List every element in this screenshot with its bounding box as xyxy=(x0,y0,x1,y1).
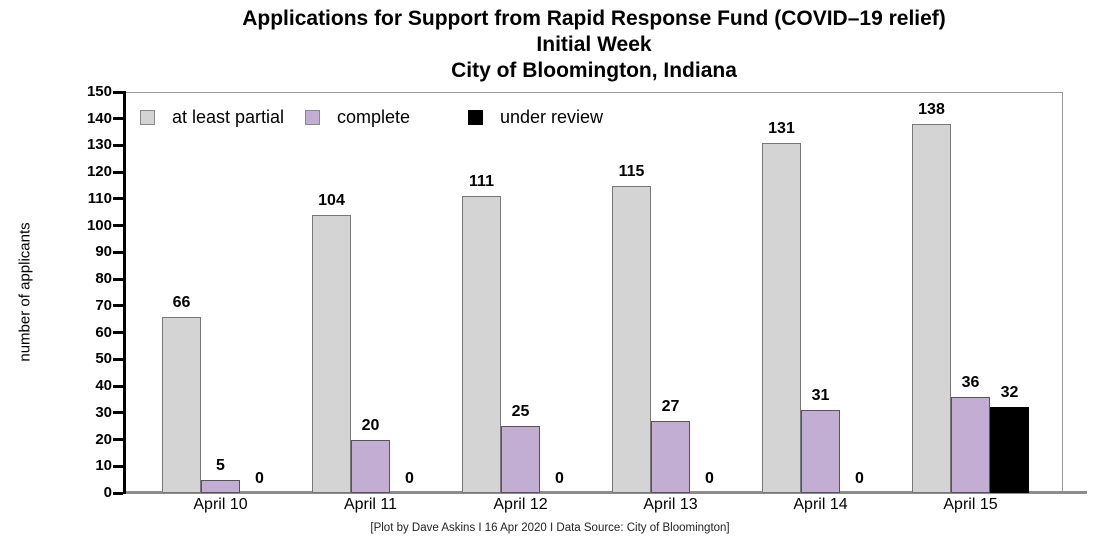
y-axis-tick xyxy=(113,197,123,201)
y-axis-tick xyxy=(113,304,123,308)
bar-value-label: 131 xyxy=(768,120,795,137)
bar-value-label: 0 xyxy=(255,470,264,487)
bar-value-label: 66 xyxy=(172,294,191,311)
credit-footer: [Plot by Dave Askins I 16 Apr 2020 I Dat… xyxy=(370,522,730,534)
y-axis-tick xyxy=(113,90,123,94)
y-tick-label: 150 xyxy=(86,83,112,100)
y-tick-label: 110 xyxy=(87,189,112,207)
y-axis-tick xyxy=(113,331,123,335)
legend-label: at least partial xyxy=(172,107,285,127)
bar-value-label: 111 xyxy=(469,173,494,190)
legend-item-under-review: under review xyxy=(468,106,603,128)
bar-complete-april-12 xyxy=(501,426,540,493)
legend-label: complete xyxy=(337,107,411,127)
chart-title-line-3: City of Bloomington, Indiana xyxy=(451,59,737,82)
bar-complete-april-15 xyxy=(951,397,990,493)
y-tick-label: 130 xyxy=(86,136,112,154)
x-category-label: April 10 xyxy=(193,496,248,513)
chart-title-line-2: Initial Week xyxy=(536,33,652,56)
y-axis-tick xyxy=(113,224,123,228)
y-axis-tick xyxy=(113,143,123,147)
bar-under-review-april-15 xyxy=(990,407,1029,493)
y-axis-tick xyxy=(113,438,123,442)
bar-complete-april-14 xyxy=(801,410,840,493)
x-category-label: April 11 xyxy=(343,496,398,513)
bar-value-label: 0 xyxy=(855,470,864,487)
plot-frame-right xyxy=(1062,92,1063,493)
bar-value-label: 5 xyxy=(216,457,225,474)
y-tick-label: 140 xyxy=(86,109,112,127)
legend-item-at-least-partial: at least partial xyxy=(140,106,284,128)
bar-at-least-partial-april-15 xyxy=(912,124,951,493)
y-axis-tick xyxy=(113,117,123,121)
y-tick-label: 50 xyxy=(95,350,112,368)
bar-complete-april-11 xyxy=(351,440,390,493)
chart-title-line-1: Applications for Support from Rapid Resp… xyxy=(242,7,946,30)
x-category-label: April 13 xyxy=(643,496,698,513)
bar-value-label: 32 xyxy=(1000,384,1019,401)
bar-at-least-partial-april-14 xyxy=(762,143,801,493)
y-tick-label: 10 xyxy=(95,457,112,475)
y-tick-label: 40 xyxy=(95,377,112,395)
x-category-label: April 15 xyxy=(943,496,998,513)
legend-swatch-complete xyxy=(305,109,320,125)
bar-at-least-partial-april-11 xyxy=(312,215,351,493)
bar-value-label: 138 xyxy=(918,101,945,118)
bar-value-label: 0 xyxy=(705,470,714,487)
y-tick-label: 60 xyxy=(95,323,112,341)
bar-value-label: 27 xyxy=(661,398,680,415)
bar-value-label: 25 xyxy=(511,403,530,420)
bar-value-label: 104 xyxy=(318,192,345,209)
y-axis-tick xyxy=(113,411,123,415)
y-axis-tick xyxy=(113,170,123,174)
y-axis-tick xyxy=(113,250,123,254)
bar-value-label: 0 xyxy=(405,470,414,487)
y-axis-tick xyxy=(113,357,123,361)
bar-at-least-partial-april-12 xyxy=(462,196,501,493)
bar-complete-april-13 xyxy=(651,421,690,493)
y-tick-label: 90 xyxy=(95,243,112,261)
y-axis-title: number of applicants xyxy=(16,222,34,362)
legend-swatch-under-review xyxy=(468,109,483,125)
y-axis-tick xyxy=(113,491,123,495)
y-tick-label: 100 xyxy=(86,216,112,234)
y-tick-label: 30 xyxy=(95,403,112,421)
y-tick-label: 20 xyxy=(95,430,112,448)
chart-title-block: Applications for Support from Rapid Resp… xyxy=(125,6,1063,84)
y-axis-line xyxy=(123,91,126,494)
bar-value-label: 20 xyxy=(361,417,380,434)
legend-swatch-at-least-partial xyxy=(140,109,155,125)
bar-value-label: 36 xyxy=(961,374,980,391)
bar-at-least-partial-april-13 xyxy=(612,186,651,493)
legend-label: under review xyxy=(500,107,604,127)
x-axis-baseline xyxy=(125,491,1087,494)
y-tick-label: 0 xyxy=(103,484,112,501)
bar-value-label: 0 xyxy=(555,470,564,487)
bar-value-label: 31 xyxy=(811,387,830,404)
bar-at-least-partial-april-10 xyxy=(162,317,201,493)
y-tick-label: 80 xyxy=(95,270,112,288)
y-axis-tick xyxy=(113,384,123,388)
y-tick-label: 70 xyxy=(95,296,112,314)
y-axis-tick xyxy=(113,464,123,468)
y-axis-tick xyxy=(113,277,123,281)
plot-frame-top xyxy=(125,92,1063,93)
x-category-label: April 12 xyxy=(493,496,548,513)
y-tick-label: 120 xyxy=(86,163,112,181)
bar-complete-april-10 xyxy=(201,480,240,493)
bar-value-label: 115 xyxy=(618,163,645,180)
x-category-label: April 14 xyxy=(793,496,848,513)
legend-item-complete: complete xyxy=(305,106,410,128)
